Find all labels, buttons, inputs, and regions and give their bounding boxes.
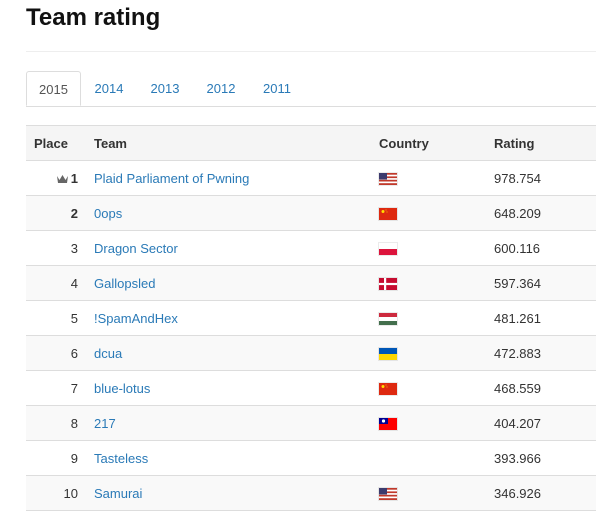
country-cell xyxy=(379,195,494,231)
rating-cell: 404.207 xyxy=(494,405,596,441)
tab-2015[interactable]: 2015 xyxy=(26,71,81,106)
table-row: 3 Dragon Sector 600.116 xyxy=(26,230,596,266)
year-tabs: 2015 2014 2013 2012 2011 xyxy=(26,71,596,107)
table-row: 1 Plaid Parliament of Pwning 978.754 xyxy=(26,160,596,196)
country-column-header: Country xyxy=(379,125,494,161)
team-cell: 217 xyxy=(94,405,379,441)
table-row: 7 blue-lotus 468.559 xyxy=(26,370,596,406)
place-cell: 6 xyxy=(26,335,94,371)
rating-cell: 648.209 xyxy=(494,195,596,231)
country-cell xyxy=(379,230,494,266)
table-row: 8 217 404.207 xyxy=(26,405,596,441)
country-cell xyxy=(379,335,494,371)
place-cell: 4 xyxy=(26,265,94,301)
place-cell: 1 xyxy=(26,160,94,196)
tab-2013[interactable]: 2013 xyxy=(150,81,180,96)
rating-cell: 393.966 xyxy=(494,440,596,476)
cn-flag-icon xyxy=(379,383,397,396)
country-cell xyxy=(379,475,494,511)
us-flag-icon xyxy=(379,488,397,501)
country-cell xyxy=(379,160,494,196)
table-header-row: Place Team Country Rating xyxy=(26,125,596,161)
team-cell: Dragon Sector xyxy=(94,230,379,266)
team-link[interactable]: blue-lotus xyxy=(94,380,151,396)
rating-cell: 472.883 xyxy=(494,335,596,371)
us-flag-icon xyxy=(379,173,397,186)
team-link[interactable]: Tasteless xyxy=(94,450,149,466)
pl-flag-icon xyxy=(379,243,397,256)
country-cell xyxy=(379,405,494,441)
place-cell: 2 xyxy=(26,195,94,231)
country-cell xyxy=(379,265,494,301)
team-link[interactable]: Plaid Parliament of Pwning xyxy=(94,170,250,186)
tab-2012[interactable]: 2012 xyxy=(206,81,236,96)
cn-flag-icon xyxy=(379,208,397,221)
rating-column-header: Rating xyxy=(494,125,596,161)
team-link[interactable]: !SpamAndHex xyxy=(94,310,178,326)
country-cell xyxy=(379,300,494,336)
page-title: Team rating xyxy=(26,4,161,31)
dk-flag-icon xyxy=(379,278,397,291)
team-rating-table: Place Team Country Rating 1 Plaid Parlia… xyxy=(26,125,596,511)
team-link[interactable]: 0ops xyxy=(94,205,123,221)
hu-flag-icon xyxy=(379,313,397,326)
place-cell: 3 xyxy=(26,230,94,266)
place-cell: 8 xyxy=(26,405,94,441)
table-row: 5 !SpamAndHex 481.261 xyxy=(26,300,596,336)
ua-flag-icon xyxy=(379,348,397,361)
tw-flag-icon xyxy=(379,418,397,431)
place-cell: 5 xyxy=(26,300,94,336)
table-row: 2 0ops 648.209 xyxy=(26,195,596,231)
rating-cell: 597.364 xyxy=(494,265,596,301)
place-column-header: Place xyxy=(26,125,94,161)
team-cell: Plaid Parliament of Pwning xyxy=(94,160,379,196)
table-row: 10 Samurai 346.926 xyxy=(26,475,596,511)
team-cell: !SpamAndHex xyxy=(94,300,379,336)
rating-cell: 978.754 xyxy=(494,160,596,196)
table-row: 9 Tasteless 393.966 xyxy=(26,440,596,476)
team-cell: Samurai xyxy=(94,475,379,511)
tab-2011[interactable]: 2011 xyxy=(263,81,291,96)
table-row: 4 Gallopsled 597.364 xyxy=(26,265,596,301)
crown-icon xyxy=(56,175,68,184)
title-divider xyxy=(26,51,596,52)
team-cell: Tasteless xyxy=(94,440,379,476)
rating-cell: 346.926 xyxy=(494,475,596,511)
team-link[interactable]: Gallopsled xyxy=(94,275,156,291)
place-value: 1 xyxy=(70,170,78,186)
country-cell xyxy=(379,440,494,476)
country-cell xyxy=(379,370,494,406)
team-link[interactable]: dcua xyxy=(94,345,123,361)
team-link[interactable]: Dragon Sector xyxy=(94,240,178,256)
rating-cell: 468.559 xyxy=(494,370,596,406)
table-row: 6 dcua 472.883 xyxy=(26,335,596,371)
team-cell: blue-lotus xyxy=(94,370,379,406)
team-link[interactable]: 217 xyxy=(94,415,116,431)
team-cell: Gallopsled xyxy=(94,265,379,301)
rating-cell: 481.261 xyxy=(494,300,596,336)
place-cell: 7 xyxy=(26,370,94,406)
rating-cell: 600.116 xyxy=(494,230,596,266)
team-cell: 0ops xyxy=(94,195,379,231)
tab-2014[interactable]: 2014 xyxy=(94,81,124,96)
team-column-header: Team xyxy=(94,125,379,161)
team-cell: dcua xyxy=(94,335,379,371)
place-cell: 10 xyxy=(26,475,94,511)
team-link[interactable]: Samurai xyxy=(94,485,143,501)
place-cell: 9 xyxy=(26,440,94,476)
